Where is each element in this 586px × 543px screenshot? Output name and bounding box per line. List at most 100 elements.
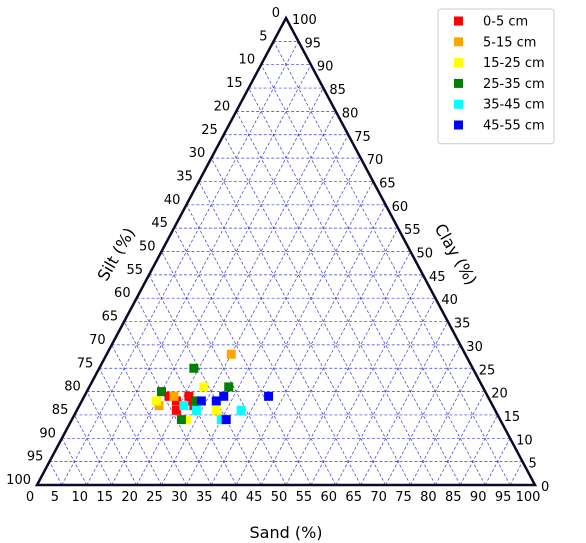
silt-tick-label: 85 xyxy=(52,403,69,418)
data-point xyxy=(186,396,196,406)
data-point xyxy=(154,401,164,411)
silt-tick-label: 65 xyxy=(102,310,119,325)
data-point xyxy=(171,396,181,406)
data-point xyxy=(264,391,274,401)
legend-marker xyxy=(454,16,463,26)
data-point xyxy=(191,405,201,415)
grid-line-sand xyxy=(484,438,511,486)
sand-tick-label: 65 xyxy=(345,490,362,505)
silt-tick-label: 80 xyxy=(64,380,81,395)
sand-tick-label: 90 xyxy=(470,490,487,505)
grid-line-silt xyxy=(123,321,212,486)
sand-tick-label: 55 xyxy=(296,490,313,505)
silt-tick-label: 20 xyxy=(214,99,231,114)
tick-labels: 0005551010101515152020202525253030303535… xyxy=(6,6,549,505)
data-point xyxy=(184,391,194,401)
grid-line-silt xyxy=(148,274,262,486)
grid-line-sand xyxy=(509,461,523,486)
grid-line-sand xyxy=(435,391,486,486)
clay-tick-label: 25 xyxy=(479,363,496,378)
data-point xyxy=(171,405,181,415)
legend-marker xyxy=(454,58,463,68)
sand-tick-label: 25 xyxy=(146,490,163,505)
data-point xyxy=(189,363,199,373)
legend-marker xyxy=(454,99,463,109)
clay-tick-label: 50 xyxy=(417,247,434,262)
clay-tick-label: 95 xyxy=(304,36,321,51)
silt-tick-label: 50 xyxy=(139,240,156,255)
grid-line-silt xyxy=(86,391,137,486)
data-point xyxy=(179,401,189,411)
data-point xyxy=(226,349,236,359)
grid-line-sand xyxy=(161,134,349,486)
sand-tick-label: 70 xyxy=(370,490,387,505)
data-point xyxy=(216,415,226,425)
legend-label: 5-15 cm xyxy=(483,35,536,50)
triangle-frame xyxy=(34,15,538,487)
silt-tick-label: 35 xyxy=(176,169,193,184)
legend: 0-5 cm 5-15 cm 15-25 cm 25-35 cm 35-45 cm 45-… xyxy=(437,8,555,145)
grid-line-silt xyxy=(98,368,162,486)
sand-tick-label: 20 xyxy=(121,490,138,505)
silt-tick-label: 45 xyxy=(151,216,168,231)
clay-tick-label: 55 xyxy=(404,223,421,238)
grid-line-sand xyxy=(459,414,498,486)
sand-tick-label: 50 xyxy=(271,490,288,505)
legend-label: 25-35 cm xyxy=(483,77,545,92)
silt-tick-label: 100 xyxy=(6,473,31,488)
legend-label: 45-55 cm xyxy=(483,119,545,134)
clay-tick-label: 70 xyxy=(367,153,384,168)
sand-tick-label: 85 xyxy=(445,490,462,505)
clay-tick-label: 75 xyxy=(354,130,371,145)
sand-tick-label: 80 xyxy=(420,490,437,505)
clay-tick-label: 10 xyxy=(516,433,533,448)
triangle-outline xyxy=(34,15,538,487)
data-point xyxy=(211,396,221,406)
sand-tick-label: 60 xyxy=(321,490,338,505)
grid-line-silt xyxy=(136,298,237,486)
silt-tick-label: 95 xyxy=(27,450,44,465)
data-point xyxy=(157,387,166,397)
data-point xyxy=(236,405,246,415)
clay-tick-label: 85 xyxy=(329,83,346,98)
sand-tick-label: 0 xyxy=(26,490,34,505)
silt-tick-label: 25 xyxy=(201,123,218,138)
grid-line-sand xyxy=(385,344,461,486)
silt-tick-label: 90 xyxy=(39,426,56,441)
grid-line-silt xyxy=(61,438,88,486)
sand-tick-label: 35 xyxy=(196,490,213,505)
grid-line-sand xyxy=(335,298,436,486)
silt-tick-label: 55 xyxy=(127,263,144,278)
grid-line-sand xyxy=(61,41,299,486)
silt-tick-label: 15 xyxy=(226,76,243,91)
clay-tick-label: 100 xyxy=(292,13,317,28)
data-point xyxy=(211,405,221,415)
legend-marker xyxy=(454,120,463,130)
clay-tick-label: 65 xyxy=(379,176,396,191)
grid-line-silt xyxy=(49,461,63,486)
data-point xyxy=(164,391,174,401)
silt-tick-label: 40 xyxy=(164,193,181,208)
data-point xyxy=(219,391,229,401)
data-point xyxy=(196,396,206,406)
data-point xyxy=(224,382,234,392)
clay-tick-label: 5 xyxy=(529,457,537,472)
data-point xyxy=(191,396,201,406)
sand-tick-label: 75 xyxy=(395,490,412,505)
sand-tick-label: 100 xyxy=(516,490,541,505)
clay-tick-label: 60 xyxy=(392,200,409,215)
sand-tick-label: 40 xyxy=(221,490,238,505)
grid-lines xyxy=(49,40,523,486)
legend-label: 35-45 cm xyxy=(483,98,545,113)
sand-axis-title: Sand (%) xyxy=(249,523,322,542)
grid-line-sand xyxy=(285,251,411,486)
silt-tick-label: 75 xyxy=(77,356,94,371)
data-point xyxy=(199,382,209,392)
grid-line-sand xyxy=(360,321,449,486)
clay-tick-label: 40 xyxy=(441,293,458,308)
legend-marker xyxy=(454,37,463,47)
data-point xyxy=(221,415,231,425)
clay-tick-label: 35 xyxy=(454,317,471,332)
clay-tick-label: 15 xyxy=(504,410,521,425)
legend-label: 0-5 cm xyxy=(483,15,528,30)
